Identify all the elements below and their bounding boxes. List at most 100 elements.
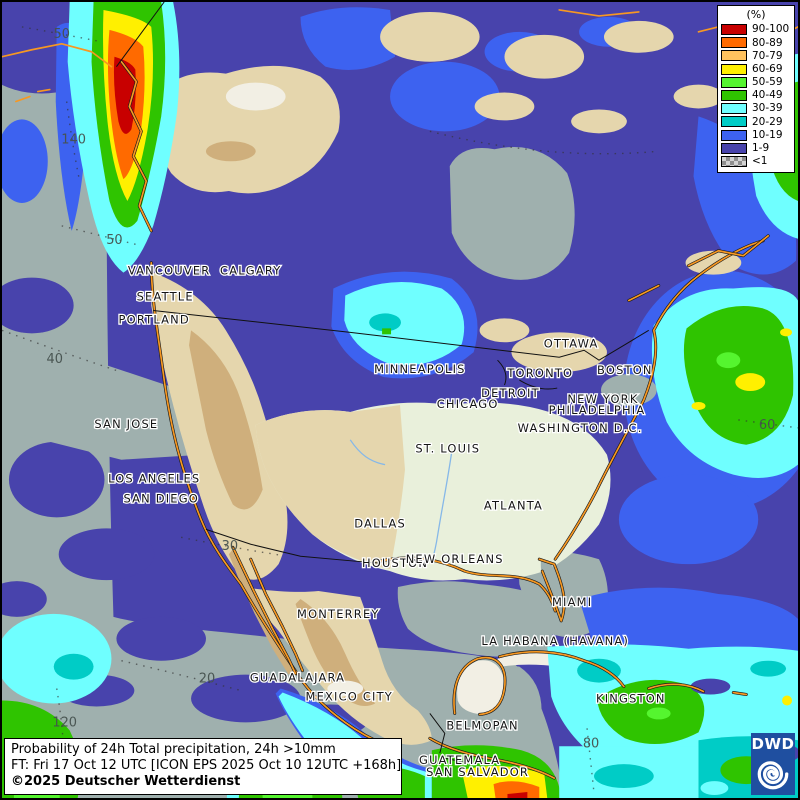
grid-label: 140 — [61, 132, 86, 147]
pacific-cell-cyan — [2, 613, 112, 704]
land-yucatan — [457, 660, 506, 715]
legend-swatch — [721, 24, 747, 36]
precip-blob — [58, 528, 155, 581]
legend-label: 10-19 — [752, 128, 783, 141]
legend-item: 80-89 — [721, 36, 791, 49]
legend-swatch — [721, 37, 747, 49]
legend-swatch — [721, 63, 747, 75]
legend-swatch — [721, 50, 747, 62]
grid-label: 30 — [222, 539, 238, 554]
legend-item: 20-29 — [721, 115, 791, 128]
precip-blob-blue — [618, 474, 759, 565]
grid-label: 40 — [47, 352, 63, 367]
city-label: MEXICO CITY — [306, 689, 393, 703]
grid-label: 120 — [52, 715, 77, 730]
city-label: MINNEAPOLIS — [374, 362, 465, 376]
strip-right-cyan — [700, 781, 729, 796]
city-label: MIAMI — [552, 595, 592, 609]
land-plains — [255, 404, 405, 570]
land-alaska — [151, 65, 340, 194]
atlantic-storm-yellow — [691, 401, 706, 410]
atlantic-storm-yellow — [735, 373, 766, 392]
legend-swatch — [721, 116, 747, 128]
city-label: LOS ANGELES — [108, 472, 200, 486]
land-great-lakes — [479, 318, 530, 343]
city-label: WASHINGTON D.C. — [518, 421, 643, 435]
dwd-logo: DWD — [751, 733, 795, 795]
caribbean-lightgreen — [646, 707, 671, 720]
precip-blob — [2, 277, 74, 334]
legend-label: 1-9 — [752, 142, 770, 155]
central-america-orange — [493, 781, 540, 798]
city-label: LA HABANA (HAVANA) — [481, 634, 629, 648]
city-label: ATLANTA — [484, 498, 543, 512]
info-box: Probability of 24h Total precipitation, … — [4, 738, 402, 795]
legend-item: 30-39 — [721, 102, 791, 115]
arctic-island — [504, 34, 585, 79]
city-label: OTTAWA — [544, 336, 599, 350]
atlantic-storm-yellow — [780, 328, 793, 337]
legend-swatch — [721, 129, 747, 141]
land-highlight — [327, 680, 364, 697]
grid-labels: 50 140 50 40 30 60 20 120 80 — [47, 27, 776, 751]
land-terrain — [205, 141, 256, 162]
city-label: CALGARY — [220, 264, 281, 278]
pacific-cell-teal — [53, 653, 94, 680]
city-label: NEW ORLEANS — [406, 552, 504, 566]
legend-label: 40-49 — [752, 89, 783, 102]
arctic-island — [673, 84, 724, 109]
precip-blob-blue — [2, 119, 48, 203]
city-label: BOSTON — [597, 363, 653, 377]
city-label: DALLAS — [354, 516, 406, 530]
arctic-island — [603, 20, 674, 53]
caribbean-yellow — [782, 695, 793, 706]
midwest-cell-cyan — [344, 282, 465, 366]
forecast-time: FT: Fri 17 Oct 12 UTC [ICON EPS 2025 Oct… — [11, 758, 402, 774]
legend-label: 60-69 — [752, 62, 783, 75]
legend-item: 1-9 — [721, 142, 791, 155]
map-title: Probability of 24h Total precipitation, … — [11, 742, 336, 758]
city-label: SAN JOSE — [94, 417, 158, 431]
city-label: CHICAGO — [437, 397, 499, 411]
dwd-logo-text: DWD — [751, 735, 795, 753]
legend-swatch — [721, 90, 747, 102]
hudson-bay — [449, 146, 575, 280]
legend-label: 50-59 — [752, 76, 783, 89]
gulf-of-mexico — [397, 581, 555, 657]
atlantic-storm-green — [683, 305, 794, 445]
grid-label: 20 — [199, 672, 215, 687]
caribbean-teal — [577, 658, 621, 683]
legend-item: 50-59 — [721, 76, 791, 89]
land-great-lakes — [511, 332, 607, 373]
legend-item: 40-49 — [721, 89, 791, 102]
precip-blob-blue — [390, 61, 500, 132]
legend-label: 80-89 — [752, 36, 783, 49]
arctic-island — [474, 92, 535, 121]
dry-northeast — [600, 374, 657, 406]
legend-title: (%) — [746, 8, 766, 21]
precip-blob — [8, 441, 105, 518]
legend-label: <1 — [752, 155, 768, 168]
legend-item: 90-100 — [721, 23, 791, 36]
central-america-red — [507, 792, 528, 798]
mississippi-river — [431, 451, 453, 562]
land-mexico-sierra — [295, 599, 376, 707]
grid-label: 80 — [583, 736, 599, 751]
legend-swatch — [721, 103, 747, 115]
precip-blob — [191, 674, 301, 723]
country-borders — [116, 2, 650, 764]
river — [349, 439, 386, 466]
city-label: PORTLAND — [119, 312, 190, 326]
arctic-island — [380, 11, 480, 62]
strip-teal — [594, 764, 654, 789]
city-label: MONTERREY — [297, 607, 380, 621]
legend-label: 20-29 — [752, 115, 783, 128]
legend-label: 70-79 — [752, 49, 783, 62]
dwd-spiral-icon — [757, 761, 789, 790]
coastlines — [2, 9, 798, 780]
arctic-island — [571, 109, 627, 134]
city-label: NEW YORK — [567, 392, 638, 406]
caribbean-teal — [750, 660, 787, 677]
city-label: SAN SALVADOR — [426, 765, 529, 779]
